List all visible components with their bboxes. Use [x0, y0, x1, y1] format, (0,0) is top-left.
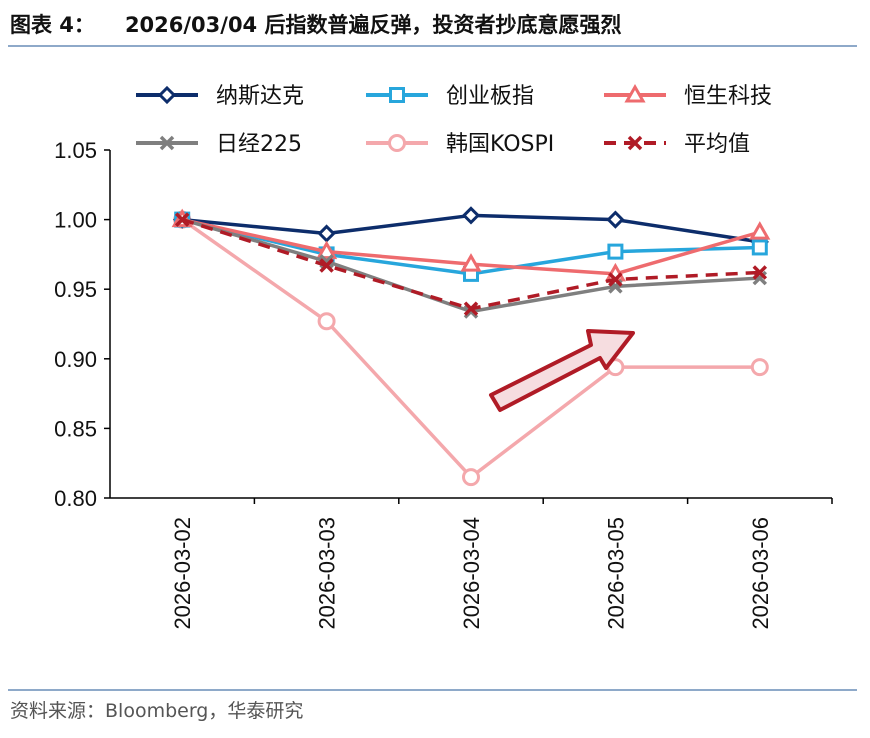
x-tick-label: 2026-03-06 [748, 517, 773, 630]
series-5 [174, 212, 768, 316]
footer-rule [8, 689, 857, 691]
legend-marker [627, 135, 643, 151]
legend-label: 创业板指 [446, 84, 534, 109]
legend-marker [389, 87, 405, 103]
data-point [608, 272, 623, 287]
legend-marker [157, 85, 177, 105]
data-point [462, 468, 480, 487]
series-4 [173, 210, 769, 487]
y-tick-label: 0.80 [54, 486, 97, 511]
y-tick-label: 0.95 [54, 277, 97, 302]
data-point [316, 240, 338, 260]
legend-marker [159, 135, 175, 151]
x-tick-label: 2026-03-04 [459, 517, 484, 630]
data-point [317, 224, 336, 243]
legend-item: 日经225 [136, 132, 302, 157]
data-point [750, 358, 769, 377]
figure-header: 图表 4： 2026/03/04 后指数普遍反弹，投资者抄底意愿强烈 [10, 8, 856, 42]
legend-label: 纳斯达克 [216, 84, 304, 109]
x-tick-label: 2026-03-05 [603, 517, 628, 630]
data-point [752, 265, 768, 280]
x-tick-label: 2026-03-02 [170, 517, 195, 630]
rebound-arrow [489, 329, 635, 412]
data-point [319, 258, 334, 273]
legend-marker [624, 83, 646, 103]
figure-title: 2026/03/04 后指数普遍反弹，投资者抄底意愿强烈 [124, 13, 622, 37]
legend-label: 恒生科技 [684, 84, 772, 109]
y-tick-label: 1.05 [54, 138, 97, 163]
data-point [607, 243, 624, 260]
legend-item: 创业板指 [366, 84, 534, 109]
data-point [317, 312, 336, 331]
data-point [460, 253, 482, 272]
legend-label: 韩国KOSPI [446, 132, 554, 157]
y-tick-label: 0.90 [54, 347, 97, 372]
data-point [174, 212, 190, 227]
legend-item: 纳斯达克 [136, 84, 304, 109]
data-point [606, 210, 625, 229]
data-point [749, 221, 771, 240]
legend-item: 韩国KOSPI [366, 132, 554, 157]
legend-item: 平均值 [604, 132, 750, 157]
x-tick-label: 2026-03-03 [315, 517, 340, 630]
data-point [463, 301, 479, 316]
y-tick-label: 0.85 [54, 416, 97, 441]
header-rule [8, 45, 857, 47]
legend-label: 平均值 [684, 132, 750, 157]
legend-marker [388, 134, 406, 152]
data-point [461, 206, 481, 225]
legend-item: 恒生科技 [604, 83, 772, 109]
data-point [751, 239, 768, 256]
figure-number: 图表 4： [10, 13, 95, 37]
legend-label: 日经225 [216, 132, 302, 157]
y-tick-label: 1.00 [54, 208, 97, 233]
source-note: 资料来源：Bloomberg，华泰研究 [10, 700, 304, 722]
